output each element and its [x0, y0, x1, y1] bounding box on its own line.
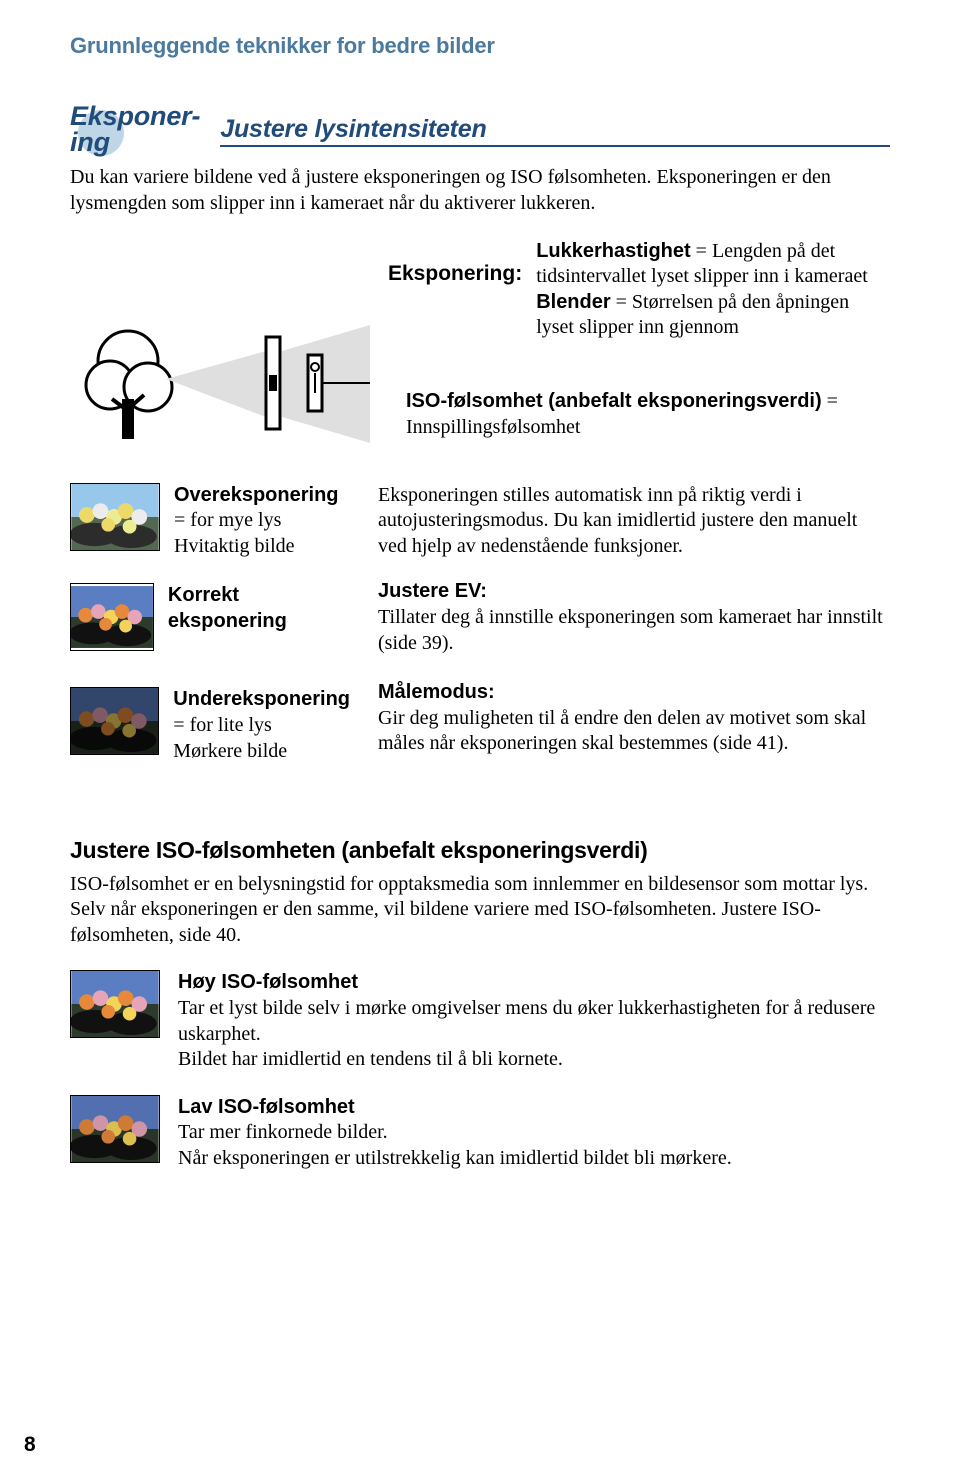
page-running-header: Grunnleggende teknikker for bedre bilder	[70, 32, 890, 60]
comparison-right-column: Eksponeringen stilles automatisk inn på …	[378, 483, 890, 789]
shutter-bold: Lukkerhastighet	[536, 240, 690, 262]
high-iso-thumb	[70, 970, 160, 1038]
page-number: 8	[24, 1432, 36, 1459]
iso-section-title: Justere ISO-følsomheten (anbefalt ekspon…	[70, 836, 890, 865]
ev-text: Tillater deg å innstille eksponeringen s…	[378, 605, 890, 656]
exposure-formula-block: Eksponering: Lukkerhastighet = Lengden p…	[388, 239, 890, 441]
high-iso-line2: Bildet har imidlertid en tendens til å b…	[178, 1047, 890, 1073]
overexposure-line2: Hvitaktig bilde	[174, 534, 339, 560]
intro-paragraph: Du kan variere bildene ved å justere eks…	[70, 165, 890, 216]
overexposure-line1: = for mye lys	[174, 508, 339, 534]
exposure-comparison: Overeksponering = for mye lys Hvitaktig …	[70, 483, 890, 789]
exposure-diagram-art	[70, 239, 370, 449]
shutter-line: Lukkerhastighet = Lengden på det tidsint…	[536, 239, 890, 290]
metering-mode-text: Gir deg muligheten til å endre den delen…	[378, 706, 890, 757]
iso-bold: ISO-følsomhet (anbefalt eksponeringsverd…	[406, 390, 822, 412]
overexposure-title: Overeksponering	[174, 483, 339, 509]
high-iso-title: Høy ISO-følsomhet	[178, 970, 890, 996]
low-iso-line1: Tar mer finkornede bilder.	[178, 1120, 890, 1146]
iso-section: Justere ISO-følsomheten (anbefalt ekspon…	[70, 836, 890, 1171]
underexposure-title: Undereksponering	[173, 687, 350, 713]
low-iso-thumb	[70, 1095, 160, 1163]
underexposure-line2: Mørkere bilde	[173, 739, 350, 765]
section-lead-word: Eksponer- ing	[70, 104, 200, 155]
overexposure-thumb	[70, 483, 160, 551]
underexposure-line1: = for lite lys	[173, 713, 350, 739]
iso-section-intro: ISO-følsomhet er en belysningstid for op…	[70, 872, 890, 949]
exposure-diagram: Eksponering: Lukkerhastighet = Lengden p…	[70, 239, 890, 449]
metering-mode-title: Målemodus:	[378, 680, 890, 706]
overexposure-row: Overeksponering = for mye lys Hvitaktig …	[70, 483, 350, 560]
auto-mode-paragraph: Eksponeringen stilles automatisk inn på …	[378, 483, 890, 560]
low-iso-row: Lav ISO-følsomhet Tar mer finkornede bil…	[70, 1095, 890, 1172]
low-iso-line2: Når eksponeringen er utilstrekkelig kan …	[178, 1146, 890, 1172]
high-iso-row: Høy ISO-følsomhet Tar et lyst bilde selv…	[70, 970, 890, 1072]
correct-exposure-thumb	[70, 583, 154, 651]
underexposure-row: Undereksponering = for lite lys Mørkere …	[70, 687, 350, 764]
high-iso-line1: Tar et lyst bilde selv i mørke omgivelse…	[178, 996, 890, 1047]
aperture-line: Blender = Størrelsen på den åpningen lys…	[536, 290, 890, 341]
lead-line2: ing	[70, 127, 110, 157]
section-header: Eksponer- ing Justere lysintensiteten	[70, 104, 890, 155]
section-rule	[220, 145, 890, 147]
exposure-label: Eksponering:	[388, 261, 522, 288]
correct-exposure-row: Korrekt eksponering	[70, 583, 350, 651]
aperture-bold: Blender	[536, 291, 610, 313]
low-iso-title: Lav ISO-følsomhet	[178, 1095, 890, 1121]
correct-exposure-title: Korrekt eksponering	[168, 583, 350, 634]
comparison-left-column: Overeksponering = for mye lys Hvitaktig …	[70, 483, 350, 789]
ev-title: Justere EV:	[378, 579, 890, 605]
section-subtitle: Justere lysintensiteten	[220, 113, 890, 147]
iso-line: ISO-følsomhet (anbefalt eksponeringsverd…	[406, 389, 890, 440]
underexposure-thumb	[70, 687, 159, 755]
